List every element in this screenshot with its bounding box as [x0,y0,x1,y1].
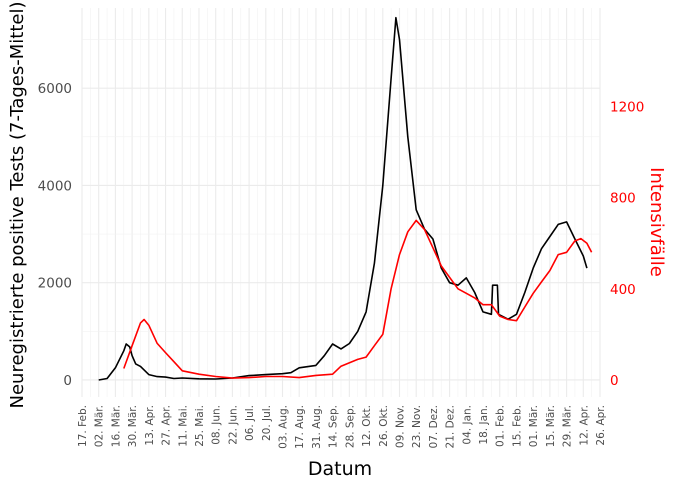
x-tick-label: 30. Mär. [127,405,139,447]
x-tick-label: 08. Jun. [211,405,223,445]
x-tick-label: 01. Mär. [528,405,540,447]
x-tick-label: 15. Feb. [512,405,524,447]
x-tick-label: 27. Apr. [161,405,173,446]
left-tick-label: 6000 [38,81,72,97]
x-tick-label: 11. Mai. [177,405,189,447]
left-tick-label: 2000 [38,276,72,292]
grid [81,8,601,397]
left-axis-ticks: 0 2000 4000 6000 [38,81,72,389]
series-lines [98,16,593,381]
x-tick-label: 18. Jan. [478,405,490,445]
left-tick-label: 0 [63,373,72,389]
x-tick-label: 26. Apr. [595,405,607,446]
x-tick-label: 14. Sep. [328,405,340,448]
x-tick-label: 13. Apr. [144,405,156,446]
x-tick-label: 28. Sep. [344,405,356,448]
x-tick-label: 02. Mär. [94,405,106,447]
x-tick-label: 06. Jul. [244,405,256,441]
x-tick-label: 25. Mai. [194,405,206,447]
left-axis-title: Neuregistrierte positive Tests (7-Tages-… [7,2,28,409]
x-tick-label: 17. Feb. [77,405,89,447]
x-tick-label: 03. Aug. [278,405,290,449]
x-tick-label: 21. Dez. [445,405,457,448]
x-tick-label: 07. Dez. [428,405,440,448]
x-tick-label: 15. Mär. [545,405,557,447]
x-tick-label: 22. Jun. [227,405,239,445]
x-tick-label: 16. Mär. [110,405,122,447]
x-tick-label: 17. Aug. [294,405,306,449]
x-axis-ticks: 17. Feb. 02. Mär. 16. Mär. 30. Mär. 13. Apr.… [77,405,607,449]
x-tick-label: 12. Okt. [361,405,373,447]
right-axis-ticks: 0 400 800 1200 [610,99,644,388]
right-tick-label: 800 [610,191,636,207]
right-tick-label: 400 [610,282,636,298]
x-tick-label: 20. Jul. [261,405,273,441]
positive-tests-line [98,16,588,381]
intensive-care-line [123,219,593,379]
x-tick-label: 26. Okt. [378,405,390,447]
left-tick-label: 4000 [38,178,72,194]
x-tick-label: 29. Mär. [562,405,574,447]
x-tick-label: 12. Apr. [578,405,590,446]
x-axis-title: Datum [308,458,372,480]
x-tick-label: 23. Nov. [411,405,423,448]
x-tick-label: 09. Nov. [395,405,407,448]
right-tick-label: 1200 [610,99,644,115]
x-tick-label: 31. Aug. [311,405,323,449]
x-tick-label: 04. Jan. [461,405,473,445]
right-tick-label: 0 [610,373,619,389]
right-axis-title: Intensivfälle [646,167,667,277]
x-tick-label: 01. Feb. [495,405,507,447]
